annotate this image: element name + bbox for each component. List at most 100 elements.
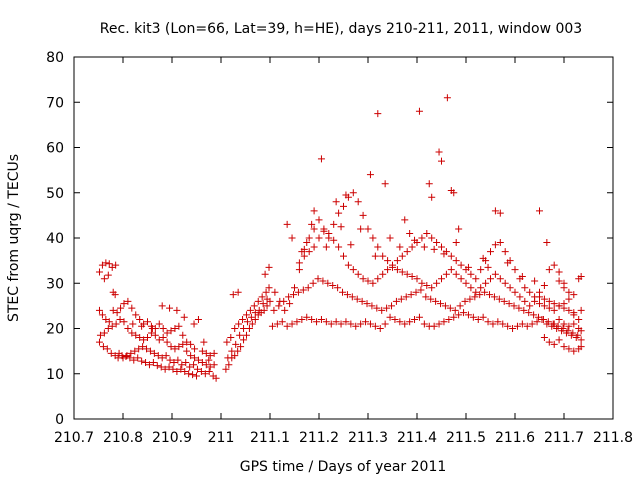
data-point [144, 334, 151, 342]
data-point [540, 295, 548, 303]
data-point [310, 225, 318, 233]
data-point [304, 284, 312, 292]
data-point [111, 291, 119, 299]
data-point [295, 266, 303, 274]
data-point [344, 261, 352, 269]
data-point [202, 361, 210, 369]
data-point [501, 248, 509, 256]
data-point [117, 304, 125, 312]
data-point [96, 331, 104, 339]
data-point [225, 361, 233, 369]
data-point [234, 288, 242, 296]
data-point [201, 370, 209, 378]
data-point [135, 345, 143, 353]
data-point [283, 322, 291, 330]
data-point [565, 322, 573, 330]
data-point [479, 313, 487, 321]
data-point [531, 277, 539, 285]
plot-frame [73, 56, 614, 420]
data-point [182, 358, 190, 366]
data-point [320, 227, 328, 235]
data-point [364, 277, 372, 285]
data-point [151, 331, 159, 339]
data-point [452, 239, 460, 247]
y-tick-label: 70 [46, 95, 64, 111]
data-point [422, 293, 430, 301]
data-point [511, 266, 519, 274]
data-point [413, 275, 421, 283]
data-point [231, 352, 239, 360]
data-point [347, 320, 355, 328]
data-point [540, 302, 548, 310]
y-tick-label: 80 [46, 50, 64, 66]
data-point [167, 327, 175, 335]
data-point [265, 263, 273, 271]
data-point [285, 293, 293, 301]
data-point [159, 334, 167, 342]
data-point [484, 318, 492, 326]
data-point [427, 295, 435, 303]
data-point [406, 229, 414, 237]
data-point [105, 318, 113, 326]
data-point [457, 261, 465, 269]
data-point [406, 318, 414, 326]
data-point [315, 216, 323, 224]
data-point [112, 261, 120, 269]
x-tick-label: 211.2 [299, 430, 339, 446]
data-point [181, 367, 189, 375]
data-point [198, 358, 206, 366]
data-point [303, 313, 311, 321]
data-point [187, 340, 195, 348]
data-point [113, 309, 121, 317]
data-point [222, 365, 230, 373]
data-point [565, 295, 573, 303]
data-point [354, 270, 362, 278]
data-point [550, 306, 558, 314]
data-point [294, 288, 302, 296]
data-point [428, 234, 436, 242]
data-point [484, 263, 492, 271]
data-point [206, 363, 214, 371]
data-point [418, 279, 426, 287]
data-point [384, 257, 392, 265]
data-point [268, 322, 276, 330]
data-point [415, 107, 423, 115]
data-point [262, 288, 270, 296]
data-point [565, 306, 573, 314]
data-point [313, 318, 321, 326]
data-point [555, 277, 563, 285]
data-point [452, 257, 460, 265]
data-point [518, 272, 526, 280]
data-point [99, 343, 107, 351]
data-point [450, 189, 458, 197]
data-point [134, 354, 142, 362]
x-tick-label: 211.6 [495, 430, 535, 446]
data-point [183, 338, 191, 346]
data-point [242, 331, 250, 339]
data-point [118, 352, 126, 360]
data-point [577, 306, 585, 314]
data-point [136, 334, 144, 342]
data-point [104, 325, 112, 332]
data-point [526, 302, 534, 310]
data-point [95, 306, 103, 314]
data-point [150, 349, 158, 357]
data-point [163, 329, 171, 337]
data-point [438, 243, 445, 251]
data-point [102, 259, 110, 267]
data-point [132, 311, 140, 319]
data-point [371, 322, 379, 330]
data-point [455, 311, 463, 319]
data-point [335, 209, 343, 217]
data-point [129, 320, 137, 328]
data-point [308, 220, 316, 228]
data-point [471, 293, 479, 301]
data-point [183, 347, 191, 355]
data-point [187, 352, 195, 360]
data-point [487, 248, 494, 256]
data-point [401, 320, 409, 328]
data-point [504, 259, 512, 267]
data-point [352, 322, 360, 330]
x-tick-label: 211.5 [446, 430, 486, 446]
data-point [550, 261, 558, 269]
